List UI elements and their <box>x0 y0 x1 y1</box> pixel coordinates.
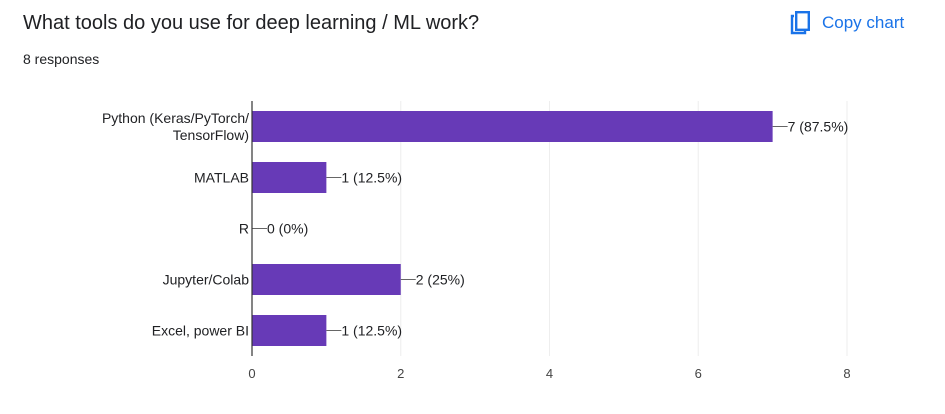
category-label: Excel, power BI <box>152 323 249 339</box>
data-label: 2 (25%) <box>416 272 465 288</box>
bar <box>252 315 327 346</box>
category-label: Jupyter/Colab <box>163 272 250 288</box>
x-tick-label: 4 <box>546 366 553 381</box>
x-tick-label: 8 <box>843 366 850 381</box>
x-tick-label: 2 <box>397 366 404 381</box>
question-title: What tools do you use for deep learning … <box>23 12 480 34</box>
bar <box>252 111 773 142</box>
category-label: R <box>239 221 249 237</box>
copy-chart-button[interactable]: Copy chart <box>782 6 912 40</box>
data-label: 1 (12.5%) <box>341 323 402 339</box>
data-label: 7 (87.5%) <box>788 119 849 135</box>
copy-icon <box>790 11 810 35</box>
bar <box>252 264 401 295</box>
category-label: MATLAB <box>194 170 249 186</box>
data-label: 0 (0%) <box>267 221 308 237</box>
copy-chart-label: Copy chart <box>822 13 905 32</box>
x-tick-label: 6 <box>695 366 702 381</box>
category-label: Python (Keras/PyTorch/TensorFlow) <box>102 110 249 143</box>
response-count: 8 responses <box>23 51 100 67</box>
x-tick-label: 0 <box>248 366 255 381</box>
data-label: 1 (12.5%) <box>341 170 402 186</box>
bar <box>252 162 327 193</box>
